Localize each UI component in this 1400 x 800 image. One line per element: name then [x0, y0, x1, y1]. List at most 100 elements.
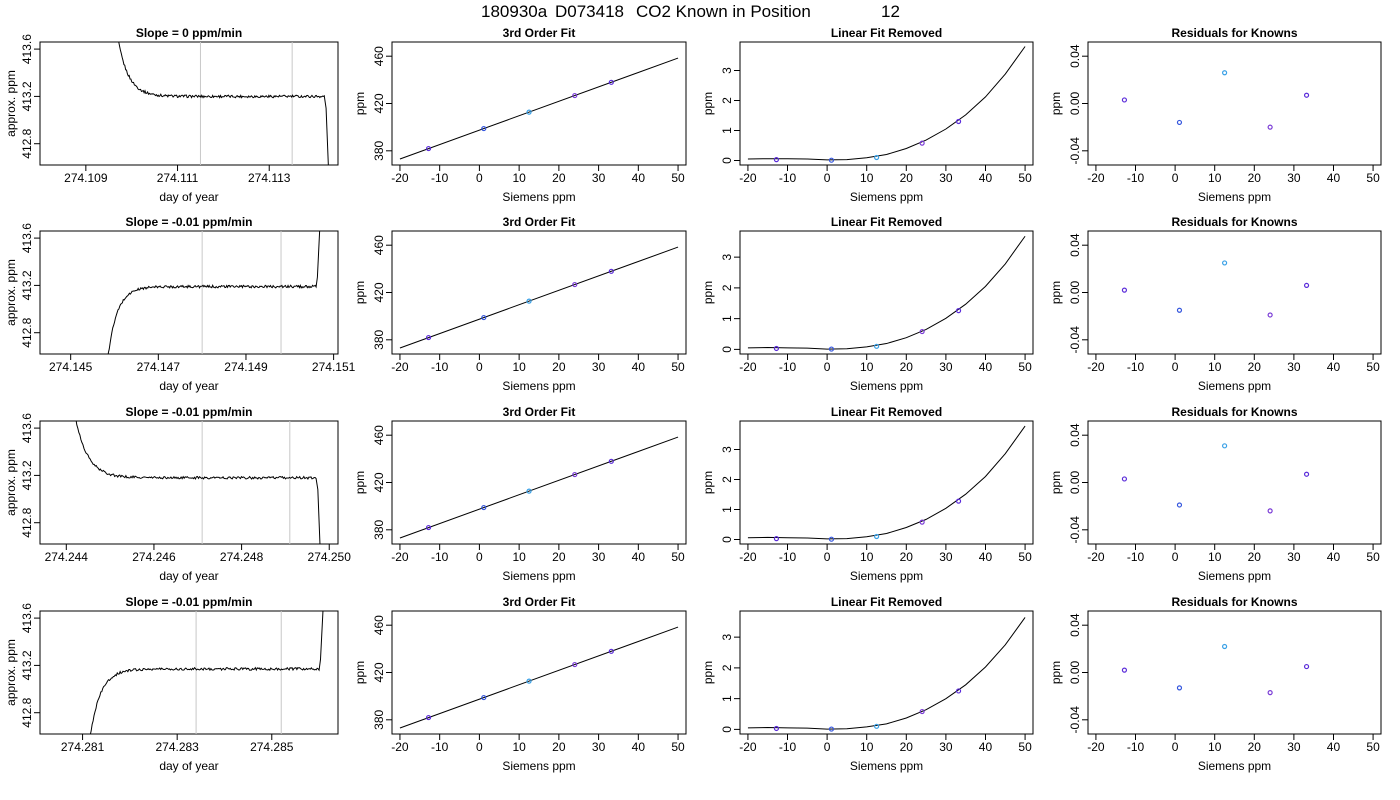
x-tick-label: 50 — [1018, 740, 1032, 754]
x-tick-label: 50 — [671, 550, 685, 564]
fit-line — [399, 246, 679, 349]
x-tick-label: 20 — [1248, 550, 1262, 564]
plot-area — [118, 42, 329, 165]
linear-removed-panel: Linear Fit Removed Siemens ppm ppm -20 -10 0 1… — [701, 595, 1034, 773]
x-tick-label: 40 — [632, 360, 646, 374]
x-axis-label: Siemens ppm — [1198, 379, 1271, 393]
plot-area — [747, 46, 1026, 161]
panel-title: 3rd Order Fit — [503, 215, 576, 229]
y-axis-label: ppm — [353, 471, 367, 494]
fit-panel: 3rd Order Fit Siemens ppm ppm -20 -10 0 10 20 30… — [353, 26, 687, 204]
x-tick-label: 30 — [939, 171, 953, 185]
data-point — [1267, 312, 1273, 318]
data-point — [1303, 282, 1310, 289]
x-tick-label: 40 — [1327, 740, 1341, 754]
cubic-fit-curve — [747, 235, 1026, 350]
y-tick-label: 3 — [720, 253, 734, 260]
x-tick-label: -20 — [739, 360, 757, 374]
x-tick-label: 274.109 — [64, 171, 108, 185]
x-axis-label: Siemens ppm — [1198, 759, 1271, 773]
x-tick-label: 274.113 — [248, 171, 291, 185]
x-tick-label: 50 — [671, 171, 685, 185]
data-point — [1176, 119, 1183, 126]
data-point — [1176, 307, 1183, 313]
fit-panel: 3rd Order Fit Siemens ppm ppm -20 -10 0 10 20 30… — [353, 595, 687, 773]
data-point — [425, 145, 432, 152]
x-tick-label: 20 — [552, 171, 566, 185]
data-point — [1121, 287, 1128, 293]
fit-line — [399, 436, 679, 539]
x-tick-label: -10 — [431, 360, 449, 374]
data-point — [1267, 508, 1273, 514]
y-tick-label: 2 — [720, 284, 734, 291]
plot-area — [399, 246, 679, 349]
y-tick-label: 413.2 — [20, 81, 34, 111]
x-axis-label: Siemens ppm — [850, 190, 923, 204]
x-axis-label: Siemens ppm — [850, 759, 923, 773]
y-axis-label: ppm — [1049, 92, 1063, 115]
y-tick-label: 420 — [372, 472, 386, 492]
plot-area — [107, 231, 321, 354]
plot-frame — [391, 420, 687, 545]
x-tick-label: 0 — [1172, 171, 1179, 185]
y-tick-label: 413.2 — [20, 650, 34, 680]
fit-line — [399, 57, 679, 160]
data-point — [1267, 690, 1273, 696]
panel-title: Residuals for Knowns — [1171, 595, 1297, 609]
y-tick-label: 413.6 — [20, 223, 34, 253]
data-point — [572, 471, 578, 478]
data-point — [526, 109, 532, 115]
plot-frame — [39, 230, 339, 355]
y-tick-label: 420 — [372, 282, 386, 302]
fit-panel: 3rd Order Fit Siemens ppm ppm -20 -10 0 10 20 30… — [353, 215, 687, 393]
x-tick-label: 40 — [979, 171, 993, 185]
x-tick-label: -20 — [739, 740, 757, 754]
panel-title: Residuals for Knowns — [1171, 215, 1297, 229]
x-tick-label: 40 — [979, 740, 993, 754]
y-tick-label: 460 — [372, 46, 386, 66]
data-point — [919, 140, 925, 146]
panel-title: Linear Fit Removed — [831, 26, 942, 40]
data-point — [919, 708, 925, 715]
x-tick-label: 50 — [1366, 171, 1380, 185]
residuals-panel: Residuals for Knowns Siemens ppm ppm -20 -10… — [1049, 215, 1382, 393]
y-tick-label: 412.8 — [20, 317, 34, 347]
y-axis-label: ppm — [1049, 471, 1063, 494]
data-point — [874, 343, 880, 349]
ppm-trace-line — [107, 231, 321, 354]
x-tick-label: 0 — [824, 171, 831, 185]
y-tick-label: 0.00 — [1068, 660, 1082, 684]
data-point — [828, 346, 835, 352]
x-tick-label: 274.151 — [312, 360, 356, 374]
y-tick-label: 0.00 — [1068, 91, 1082, 115]
x-tick-label: -20 — [1087, 171, 1105, 185]
y-tick-label: 380 — [372, 140, 386, 160]
y-tick-label: 1 — [720, 506, 734, 513]
data-point — [919, 519, 925, 525]
x-tick-label: 40 — [979, 550, 993, 564]
x-tick-label: 274.145 — [49, 360, 93, 374]
x-tick-label: 50 — [1366, 360, 1380, 374]
y-tick-label: 420 — [372, 662, 386, 682]
data-point — [1267, 124, 1273, 130]
x-axis-label: day of year — [159, 759, 218, 773]
x-tick-label: 274.281 — [61, 740, 105, 754]
data-point — [526, 678, 532, 684]
data-point — [955, 308, 962, 314]
x-tick-label: 274.147 — [137, 360, 181, 374]
x-tick-label: 10 — [1208, 360, 1222, 374]
data-point — [874, 533, 880, 540]
data-point — [608, 458, 614, 464]
y-tick-label: 380 — [372, 329, 386, 349]
y-tick-label: 413.2 — [20, 270, 34, 300]
x-tick-label: 0 — [476, 740, 483, 754]
y-tick-label: 460 — [372, 425, 386, 445]
x-axis-label: Siemens ppm — [502, 569, 575, 583]
x-tick-label: 20 — [552, 740, 566, 754]
residuals-panel: Residuals for Knowns Siemens ppm ppm -20 -10… — [1049, 595, 1382, 773]
x-tick-label: 50 — [1366, 740, 1380, 754]
x-tick-label: 40 — [632, 550, 646, 564]
x-tick-label: 40 — [1327, 171, 1341, 185]
x-tick-label: 10 — [860, 171, 874, 185]
y-tick-label: 1 — [720, 315, 734, 322]
